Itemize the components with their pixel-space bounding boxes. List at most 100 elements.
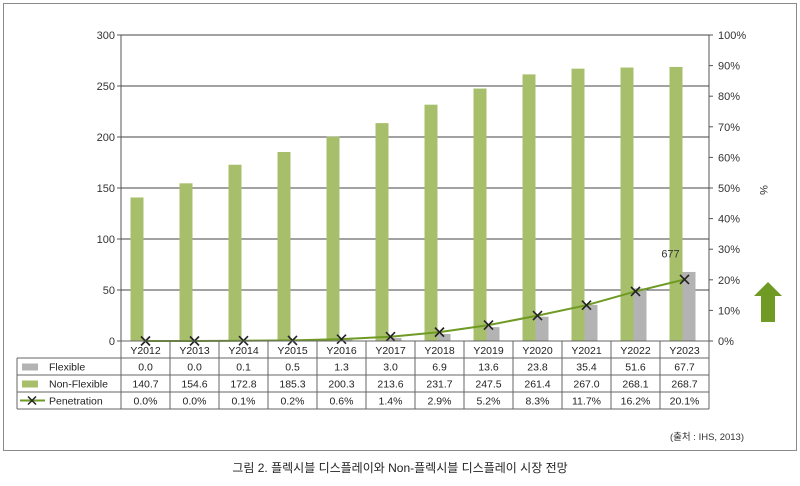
bar-flexible (388, 337, 402, 341)
data-label: 1.3 (334, 362, 349, 374)
y2-tick-label: 40% (718, 214, 740, 226)
x-tick-label: Y2018 (424, 345, 455, 357)
data-label: 2.9% (428, 396, 452, 408)
data-label: 6.9 (432, 362, 447, 374)
bar-non-flexible (375, 123, 389, 342)
bar-non-flexible (130, 197, 144, 341)
data-label: 8.3% (526, 396, 550, 408)
y2-tick-label: 0% (718, 336, 734, 348)
y2-tick-label: 20% (718, 275, 740, 287)
chart: 0 50 100 150 200 250 300 0% 10% 20% 30% 40% 50% 60% 70… (16, 30, 782, 410)
data-label: 200.3 (328, 379, 354, 391)
bar-non-flexible (571, 68, 585, 341)
x-tick-label: Y2021 (571, 345, 602, 357)
figure-caption: 그림 2. 플렉시블 디스플레이와 Non-플렉시블 디스플레이 시장 전망 (232, 461, 568, 475)
y2-tick-label: 70% (718, 122, 740, 134)
data-label: 0.5 (285, 362, 300, 374)
x-tick-label: Y2012 (130, 345, 161, 357)
y-tick-label: 200 (97, 132, 115, 144)
legend-swatch-flexible (22, 363, 38, 371)
penetration-marker (532, 310, 543, 321)
data-label: 67.7 (674, 362, 695, 374)
data-label: 23.8 (527, 362, 548, 374)
data-label: 11.7% (572, 396, 601, 408)
data-label: 0.6% (330, 396, 354, 408)
y2-axis-label: % (757, 185, 769, 195)
bar-non-flexible (473, 88, 487, 341)
y-tick-label: 50 (103, 285, 115, 297)
x-tick-label: Y2023 (669, 345, 700, 357)
data-label: 154.6 (181, 379, 207, 391)
bar-flexible (486, 327, 500, 341)
bar-non-flexible (424, 104, 438, 341)
y-tick-label: 0 (109, 336, 115, 348)
bar-flexible (633, 288, 647, 341)
x-tick-label: Y2016 (326, 345, 357, 357)
data-label: 268.7 (671, 379, 697, 391)
penetration-marker (287, 335, 298, 346)
y2-tick-label: 10% (718, 305, 740, 317)
penetration-marker (336, 334, 347, 345)
y-tick-label: 250 (97, 81, 115, 93)
bar-non-flexible (228, 164, 242, 341)
data-label: 0.0% (134, 396, 158, 408)
x-tick-label: Y2020 (522, 345, 553, 357)
up-arrow-icon (754, 282, 782, 322)
bar-non-flexible (669, 66, 683, 341)
annotation-label: 677 (661, 248, 679, 260)
data-label: 0.0% (183, 396, 207, 408)
data-label: 0.0 (187, 362, 202, 374)
y-tick-label: 150 (97, 183, 115, 195)
data-label: 247.5 (475, 379, 501, 391)
penetration-marker (483, 320, 494, 331)
bar-non-flexible (326, 136, 340, 341)
legend-label: Flexible (49, 362, 85, 374)
data-label: 35.4 (576, 362, 597, 374)
x-tick-label: Y2015 (277, 345, 308, 357)
legend-swatch-non-flexible (22, 380, 38, 388)
data-label: 1.4% (379, 396, 403, 408)
data-label: 267.0 (573, 379, 599, 391)
penetration-marker (630, 286, 641, 297)
source-note: (출처 : IHS, 2013) (670, 432, 744, 443)
penetration-marker (679, 274, 690, 285)
y-tick-label: 100 (97, 234, 115, 246)
data-label: 16.2% (621, 396, 651, 408)
data-label: 268.1 (622, 379, 648, 391)
data-label: 5.2% (477, 396, 501, 408)
bar-non-flexible (522, 74, 536, 341)
legend-label: Penetration (49, 396, 103, 408)
penetration-marker (434, 327, 445, 338)
x-tick-label: Y2013 (179, 345, 210, 357)
y-tick-label: 300 (97, 30, 115, 42)
y2-tick-label: 60% (718, 152, 740, 164)
data-label: 0.1% (232, 396, 256, 408)
figure-frame: 0 50 100 150 200 250 300 0% 10% 20% 30% 40% 50% 60% 70… (3, 3, 797, 451)
data-label: 213.6 (377, 379, 403, 391)
data-label: 0.2% (281, 396, 305, 408)
bar-non-flexible (277, 151, 291, 341)
data-label: 185.3 (279, 379, 305, 391)
y2-tick-label: 90% (718, 61, 740, 73)
data-label: 20.1% (670, 396, 700, 408)
data-label: 140.7 (132, 379, 158, 391)
penetration-marker (385, 331, 396, 342)
legend-marker-penetration (27, 395, 37, 406)
y2-tick-label: 50% (718, 183, 740, 195)
data-label: 3.0 (383, 362, 398, 374)
legend-label: Non-Flexible (49, 379, 108, 391)
penetration-line (145, 278, 685, 342)
data-label: 172.8 (230, 379, 256, 391)
y2-tick-label: 80% (718, 91, 740, 103)
bar-flexible (535, 316, 549, 341)
bar-flexible (584, 304, 598, 341)
data-label: 0.1 (236, 362, 251, 374)
data-label: 231.7 (426, 379, 452, 391)
bar-non-flexible (179, 183, 193, 341)
bar-flexible (339, 339, 353, 341)
bar-flexible (437, 333, 451, 341)
y2-tick-label: 100% (718, 30, 746, 42)
penetration-marker (581, 300, 592, 311)
data-label: 0.0 (138, 362, 153, 374)
bar-non-flexible (620, 67, 634, 341)
